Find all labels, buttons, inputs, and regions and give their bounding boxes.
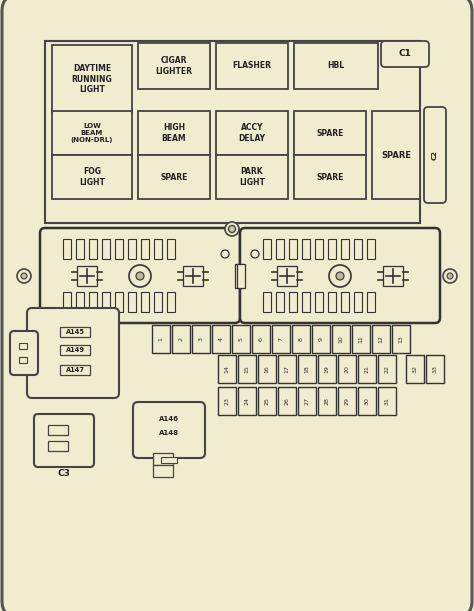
Text: 23: 23: [225, 397, 229, 405]
Text: 24: 24: [245, 397, 249, 405]
Bar: [258, 387, 276, 415]
Bar: [272, 325, 290, 353]
FancyBboxPatch shape: [240, 228, 440, 323]
Text: 2: 2: [179, 337, 183, 341]
Bar: [315, 239, 323, 259]
FancyBboxPatch shape: [10, 331, 38, 375]
Bar: [60, 327, 90, 337]
Bar: [294, 155, 366, 199]
Bar: [60, 345, 90, 355]
Circle shape: [447, 273, 453, 279]
Bar: [318, 355, 336, 383]
Text: 11: 11: [358, 335, 364, 343]
Text: 8: 8: [299, 337, 303, 341]
Bar: [278, 355, 296, 383]
Bar: [60, 365, 90, 375]
Bar: [341, 239, 349, 259]
Text: C3: C3: [57, 469, 71, 478]
Bar: [167, 239, 175, 259]
Circle shape: [225, 222, 239, 236]
Bar: [19, 343, 27, 349]
Bar: [218, 355, 236, 383]
Bar: [192, 325, 210, 353]
Text: A145: A145: [65, 329, 84, 335]
Bar: [358, 355, 376, 383]
Circle shape: [336, 272, 344, 280]
Text: 31: 31: [384, 397, 390, 405]
Circle shape: [17, 269, 31, 283]
Bar: [426, 355, 444, 383]
Bar: [102, 292, 110, 312]
Text: SPARE: SPARE: [381, 150, 411, 159]
Bar: [154, 292, 162, 312]
Bar: [48, 441, 68, 451]
Bar: [294, 43, 378, 89]
Text: ACCY
DELAY: ACCY DELAY: [238, 123, 265, 143]
Text: DAYTIME
RUNNING
LIGHT: DAYTIME RUNNING LIGHT: [72, 64, 112, 94]
Circle shape: [443, 269, 457, 283]
Bar: [89, 239, 97, 259]
Bar: [302, 239, 310, 259]
Text: C1: C1: [399, 49, 411, 59]
Bar: [141, 292, 149, 312]
FancyBboxPatch shape: [27, 308, 119, 398]
Text: 28: 28: [325, 397, 329, 405]
Bar: [172, 325, 190, 353]
Bar: [19, 357, 27, 363]
Bar: [354, 239, 362, 259]
Bar: [354, 292, 362, 312]
Text: CIGAR
LIGHTER: CIGAR LIGHTER: [155, 56, 192, 76]
Text: HIGH
BEAM: HIGH BEAM: [162, 123, 186, 143]
Text: 33: 33: [432, 365, 438, 373]
Text: 15: 15: [245, 365, 249, 373]
Bar: [128, 239, 136, 259]
Circle shape: [21, 273, 27, 279]
Bar: [218, 387, 236, 415]
Bar: [183, 266, 203, 286]
Text: 26: 26: [284, 397, 290, 405]
Bar: [141, 239, 149, 259]
Text: 6: 6: [258, 337, 264, 341]
Bar: [102, 239, 110, 259]
Text: SPARE: SPARE: [160, 172, 188, 181]
Bar: [277, 266, 297, 286]
Text: 19: 19: [325, 365, 329, 373]
Bar: [298, 387, 316, 415]
Text: HBL: HBL: [328, 62, 345, 70]
Bar: [278, 387, 296, 415]
Bar: [352, 325, 370, 353]
Text: 3: 3: [199, 337, 203, 341]
Bar: [302, 292, 310, 312]
Bar: [52, 45, 132, 113]
Text: 7: 7: [279, 337, 283, 341]
Text: A147: A147: [65, 367, 84, 373]
Text: FLASHER: FLASHER: [233, 62, 272, 70]
Bar: [52, 155, 132, 199]
Bar: [367, 292, 375, 312]
Bar: [276, 292, 284, 312]
Text: 20: 20: [345, 365, 349, 373]
FancyBboxPatch shape: [40, 228, 240, 323]
Text: A146: A146: [159, 416, 179, 422]
Text: SPARE: SPARE: [316, 172, 344, 181]
Bar: [378, 387, 396, 415]
FancyBboxPatch shape: [424, 107, 446, 203]
Bar: [392, 325, 410, 353]
Bar: [263, 292, 271, 312]
Circle shape: [251, 250, 259, 258]
Text: FOG
LIGHT: FOG LIGHT: [79, 167, 105, 187]
Bar: [45, 41, 420, 223]
Bar: [289, 239, 297, 259]
Text: 29: 29: [345, 397, 349, 405]
Bar: [341, 292, 349, 312]
Bar: [383, 266, 403, 286]
Bar: [154, 239, 162, 259]
Text: 18: 18: [304, 365, 310, 373]
Bar: [235, 264, 243, 288]
FancyBboxPatch shape: [34, 414, 94, 467]
Bar: [216, 155, 288, 199]
FancyBboxPatch shape: [381, 41, 429, 67]
Bar: [292, 325, 310, 353]
Bar: [153, 453, 173, 465]
